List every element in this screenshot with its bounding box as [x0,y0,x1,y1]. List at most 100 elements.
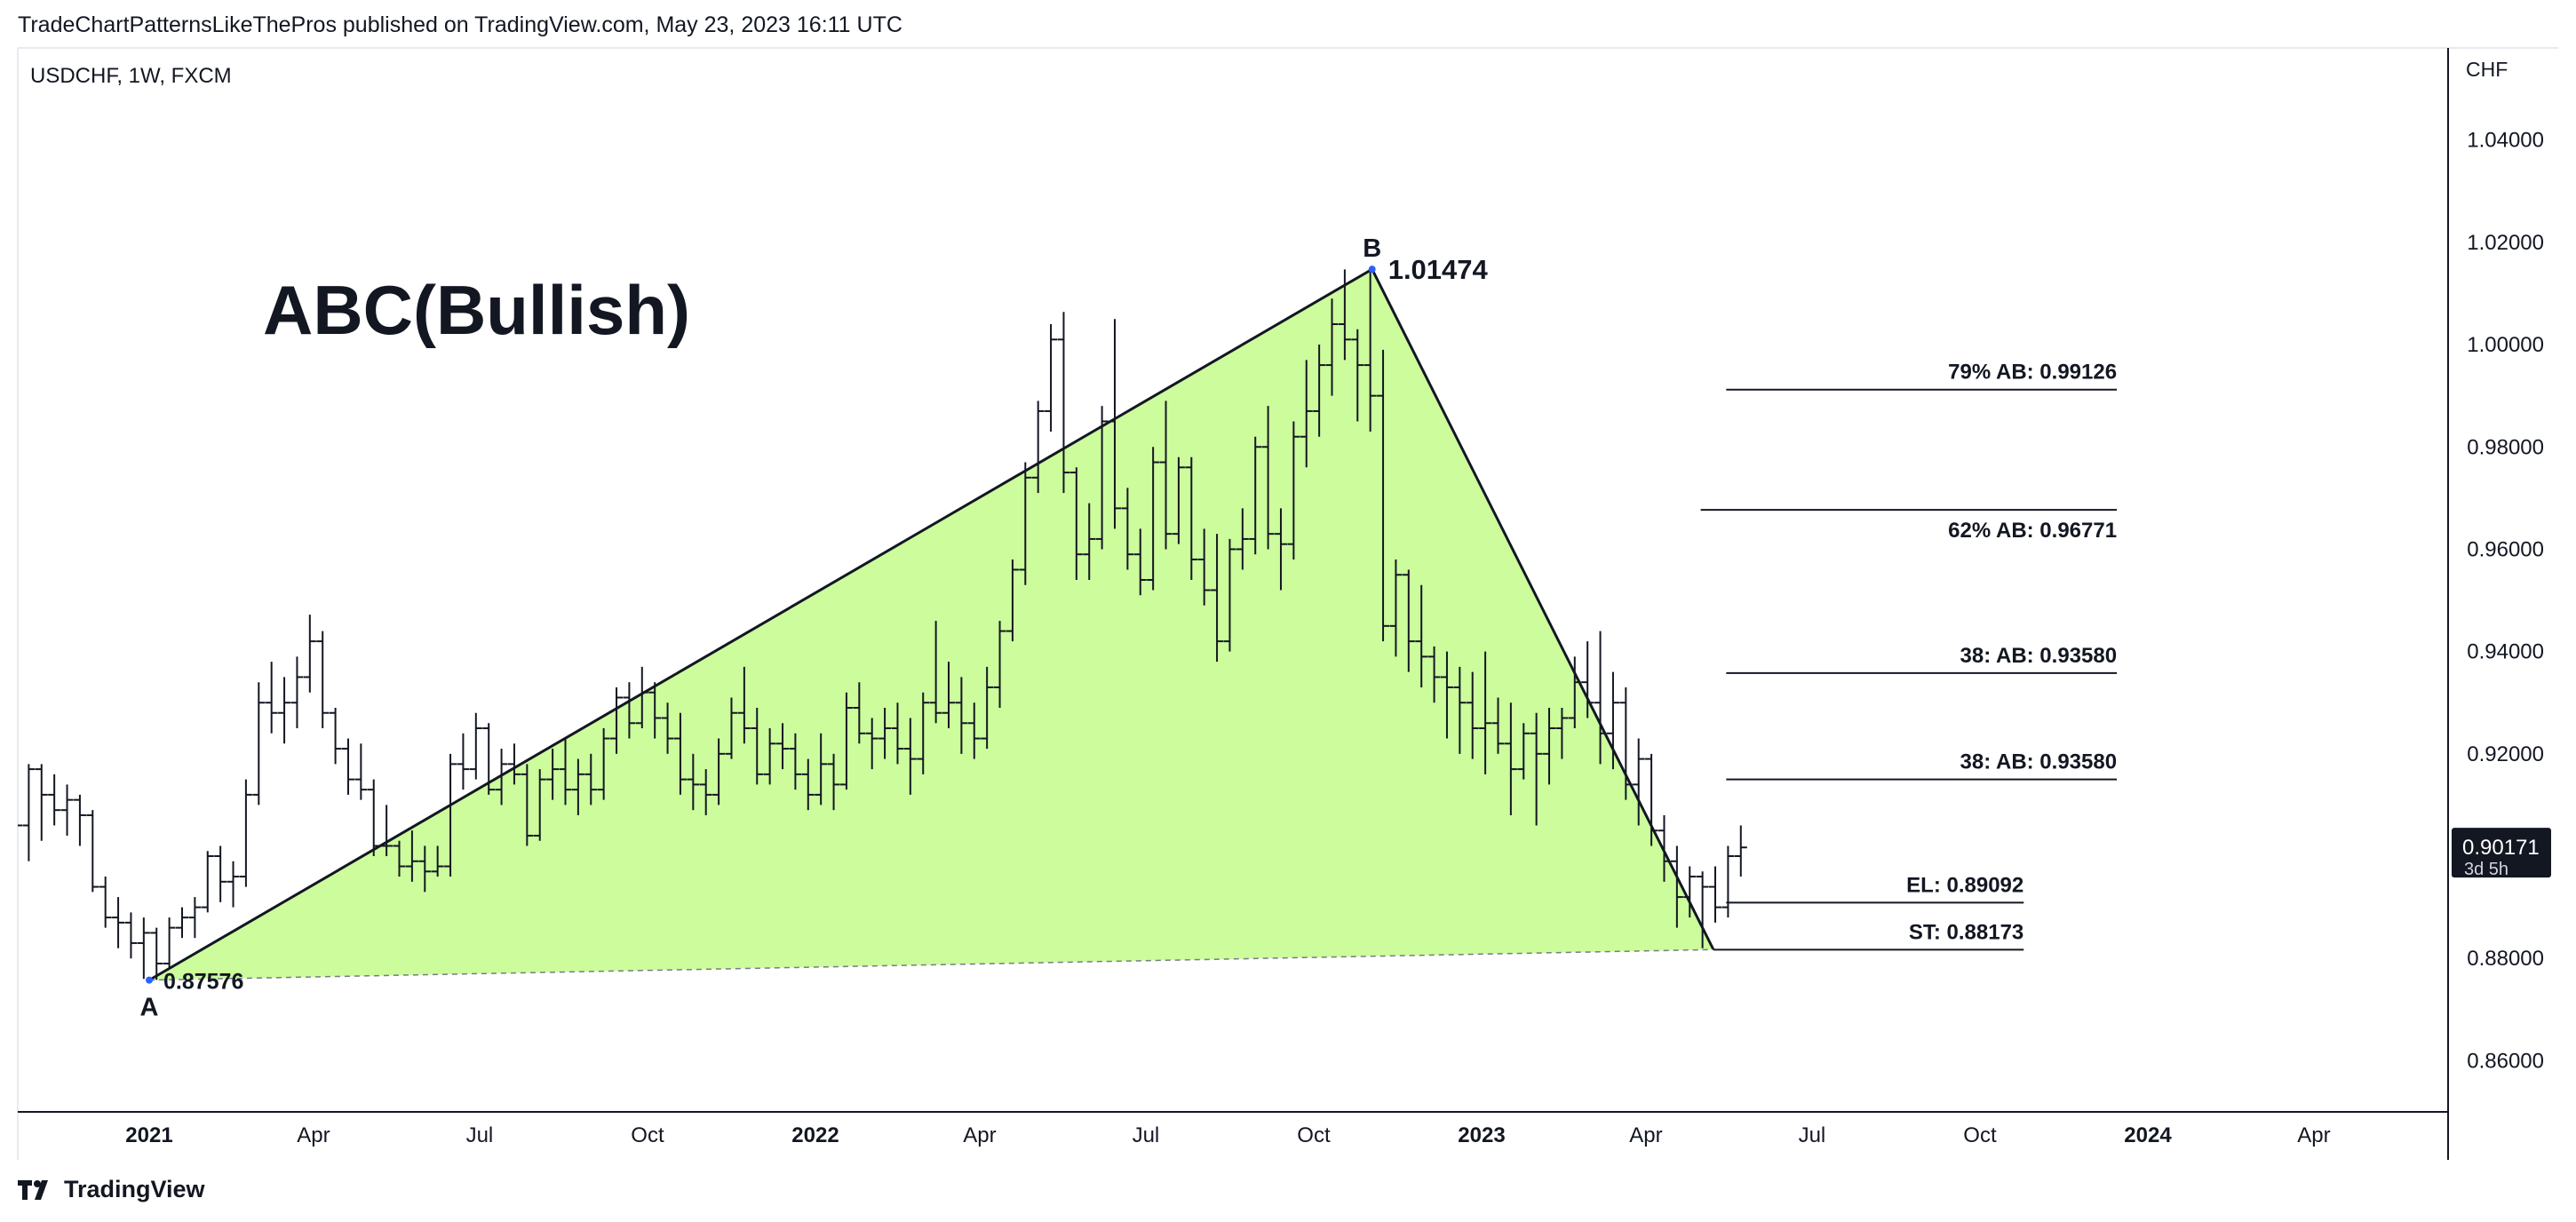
time-tick-label: Oct [1963,1123,1997,1147]
ohlc-bar [1619,686,1633,800]
bc-leg-line [1371,268,1715,950]
ohlc-bar [35,764,48,841]
ohlc-bar [18,824,22,827]
ohlc-bar [699,769,712,815]
ohlc-bar [955,677,968,754]
ohlc-bar [661,702,674,754]
ohlc-bar [227,861,240,908]
price-tick-label: 0.88000 [2467,947,2544,971]
price-tick-label: 1.04000 [2467,129,2544,153]
ohlc-bar [1709,866,1722,923]
abc-pattern-fill [149,269,1713,980]
ohlc-bar [1249,436,1262,555]
time-tick-label: Apr [1629,1123,1662,1147]
ohlc-bar [1734,825,1747,877]
level-label: EL: 0.89092 [1906,873,2023,897]
ohlc-bar [815,733,828,805]
ohlc-bar [1274,508,1287,591]
ohlc-bar [495,749,508,805]
ohlc-bar [1453,666,1467,754]
ohlc-bar [1377,349,1390,642]
time-tick-label: Jul [1133,1123,1160,1147]
ohlc-bar [124,912,138,959]
ohlc-bar [1491,697,1505,754]
ohlc-bar [1006,559,1019,642]
ac-baseline-dashed [148,948,1713,981]
ohlc-bar [137,917,150,980]
last-price-countdown: 3d 5h [2464,860,2508,879]
price-tick-label: 1.00000 [2467,333,2544,357]
ohlc-bar [623,682,636,739]
ohlc-bar [354,743,368,800]
price-tick-label: 0.94000 [2467,640,2544,664]
ohlc-bar [917,692,930,774]
ohlc-bar [1440,651,1453,739]
ohlc-bar [367,779,380,857]
ohlc-bar [48,774,61,826]
ohlc-bar [1632,738,1645,826]
ohlc-bar [1555,707,1569,759]
time-tick-label: Oct [1297,1123,1331,1147]
time-tick-label: Jul [1799,1123,1826,1147]
ohlc-bar [214,845,227,902]
ohlc-bar [993,621,1006,708]
ohlc-bars [18,269,1747,980]
ohlc-bar [239,779,252,887]
pivot-b-dot [1368,266,1376,274]
ohlc-bar [482,723,496,795]
level-label: 38: AB: 0.93580 [1960,644,2118,668]
ohlc-bar [853,682,866,744]
ohlc-bar [341,738,354,795]
ohlc-bar [1236,508,1249,570]
ohlc-bar [1658,814,1671,882]
ohlc-bar [1045,324,1058,432]
ohlc-bar [444,753,457,877]
ohlc-bar [725,697,738,759]
time-tick-label: Apr [297,1123,330,1147]
ohlc-bar [86,810,99,893]
ohlc-bar [687,753,700,811]
ohlc-bar [1415,584,1428,687]
ohlc-bar [1133,528,1147,596]
pivot-a-dot [146,976,153,984]
ohlc-bar [967,702,981,759]
ohlc-bar [546,749,560,800]
ohlc-bar [329,707,342,765]
ohlc-bar [1197,528,1211,606]
price-tick-label: 0.86000 [2467,1049,2544,1073]
ohlc-bar [1057,312,1070,494]
tradingview-brand[interactable]: TradingView [18,1176,205,1203]
ohlc-bar [60,784,74,836]
level-label: 79% AB: 0.99126 [1948,361,2117,385]
ohlc-bar [1338,269,1351,361]
ohlc-bar [1108,319,1121,529]
ohlc-bar [1389,559,1403,657]
ohlc-bar [303,615,316,693]
ohlc-bar [1504,702,1517,815]
ohlc-bar [431,845,444,877]
ohlc-bar [751,707,764,785]
ohlc-bar [673,712,687,795]
symbol-label: USDCHF, 1W, FXCM [30,64,232,88]
time-tick-label: Apr [963,1123,996,1147]
pivot-b-label: B [1363,234,1381,263]
ohlc-bar [801,758,815,811]
ohlc-bar [507,743,521,785]
ohlc-bar [201,851,214,913]
ohlc-bar [789,733,802,790]
ohlc-bar [827,753,840,811]
ohlc-bar [1606,671,1619,770]
ohlc-bar [839,692,853,790]
ohlc-bar [1147,447,1160,591]
ohlc-bar [1325,298,1339,396]
ohlc-bar [1594,631,1607,765]
time-tick-label: Jul [466,1123,494,1147]
currency-label: CHF [2466,58,2508,81]
ohlc-bar [1351,329,1364,422]
ohlc-bar [559,738,572,805]
ohlc-bar [891,702,904,765]
pivot-b-value: 1.01474 [1388,254,1489,285]
time-tick-label: Apr [2297,1123,2330,1147]
ohlc-bar [265,662,278,734]
